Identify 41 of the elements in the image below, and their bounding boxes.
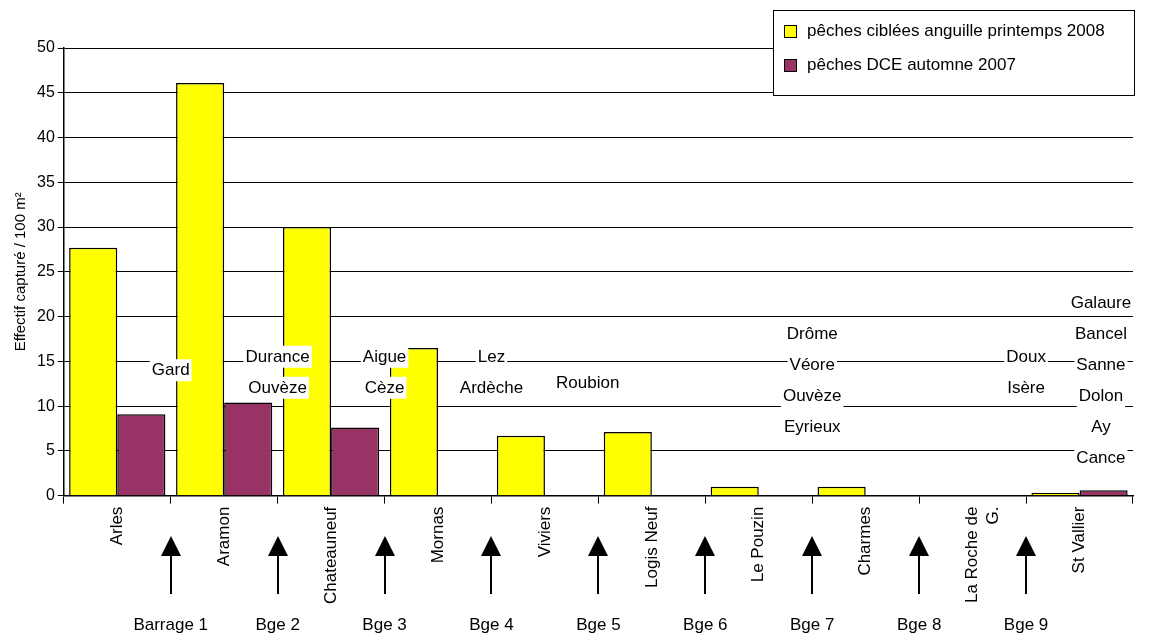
x-tick-label: Mornas <box>427 506 447 564</box>
legend-label: pêches ciblées anguille printemps 2008 <box>807 20 1105 42</box>
x-tick-label: Logis Neuf <box>641 506 661 588</box>
text: Bge 5 <box>576 614 621 634</box>
x-tick-label: La Roche de G. <box>962 506 1002 604</box>
y-axis-title: Effectif capturé / 100 m² <box>11 192 29 352</box>
text: Bge 6 <box>683 614 728 634</box>
text: Bge 3 <box>362 614 407 634</box>
x-tick-label: Viviers <box>534 506 554 558</box>
annotation: Lez Ardèche <box>459 346 524 397</box>
y-tick-label: 30 <box>37 217 55 235</box>
annotation: Roubion <box>556 373 620 393</box>
text: Bge 7 <box>790 614 835 634</box>
legend-label: pêches DCE automne 2007 <box>807 54 1016 76</box>
x-tick-label: Chateauneuf <box>320 506 340 605</box>
text: Bge 4 <box>469 614 514 634</box>
y-tick-label: 35 <box>37 172 55 190</box>
y-tick-label: 25 <box>37 262 55 280</box>
annotation: Galaure Bancel Sanne Dolon Ay Cance <box>1070 292 1132 467</box>
y-tick-label: 20 <box>37 306 55 324</box>
text: Barrage 1 <box>133 614 209 634</box>
x-tick-label: Le Pouzin <box>748 506 768 583</box>
annotation: Gard <box>151 359 190 379</box>
y-tick-label: 40 <box>37 127 55 145</box>
x-tick-label: Charmes <box>855 506 875 576</box>
x-tick-label: St Vallier <box>1069 506 1089 574</box>
y-tick-label: 5 <box>45 441 55 459</box>
text: Bge 8 <box>896 614 942 634</box>
annotation: Durance Ouvèze <box>245 346 310 397</box>
y-tick-label: 0 <box>45 486 55 504</box>
y-tick-label: 50 <box>37 38 55 56</box>
x-tick-label: Arles <box>106 506 126 546</box>
y-tick-label: 15 <box>37 351 55 369</box>
x-tick-label: Aramon <box>213 506 233 567</box>
annotation: Aigue Cèze <box>362 346 407 397</box>
y-tick-label: 45 <box>37 83 55 101</box>
annotation: Drôme Véore Ouvèze Eyrieux <box>782 324 842 437</box>
text: Bge 9 <box>1003 614 1049 634</box>
annotation: Doux Isère <box>1006 346 1047 397</box>
text: Bge 2 <box>255 614 300 634</box>
y-tick-label: 10 <box>37 396 55 414</box>
